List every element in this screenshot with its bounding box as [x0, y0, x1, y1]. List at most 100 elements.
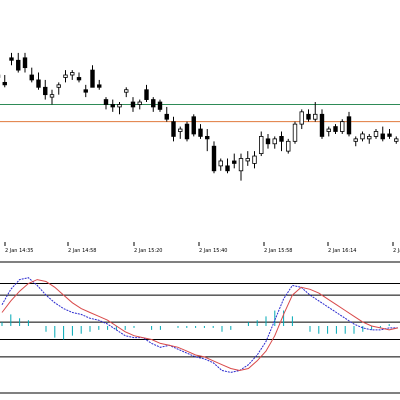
candle-body	[394, 138, 399, 142]
candle	[70, 70, 75, 80]
candle	[394, 136, 399, 144]
candle-body	[205, 136, 210, 140]
candle	[171, 116, 176, 142]
candle-body	[2, 81, 7, 86]
candle-body	[211, 145, 217, 172]
candle-body	[232, 160, 237, 164]
candle-body	[272, 138, 277, 145]
candle-body	[70, 72, 75, 76]
candle	[245, 151, 250, 166]
candle-body	[144, 89, 149, 100]
horizontal-levels	[0, 103, 400, 123]
candle	[346, 111, 352, 137]
candle	[49, 89, 55, 105]
x-tick-label: 2 Jan 14:35	[5, 248, 33, 254]
candle-body	[360, 133, 365, 140]
candle-body	[292, 123, 298, 142]
candle-body	[184, 123, 190, 140]
candle-body	[178, 128, 183, 132]
candle	[151, 97, 156, 112]
candle	[225, 158, 230, 174]
candle	[279, 131, 284, 152]
candle-body	[225, 165, 230, 172]
candle	[117, 102, 122, 115]
candle	[218, 158, 223, 171]
candle	[43, 79, 48, 100]
candle-body	[83, 89, 88, 93]
oscillator-lines	[1, 277, 399, 373]
candle	[76, 72, 82, 83]
candle	[9, 52, 14, 66]
x-tick-label: 2 Jan	[393, 248, 400, 254]
candle	[326, 126, 331, 137]
candle-body	[9, 57, 14, 61]
candle-body	[319, 113, 325, 137]
candle-body	[110, 104, 115, 108]
candle	[178, 126, 183, 139]
oscillator-histogram	[1, 310, 390, 340]
candle	[205, 129, 210, 152]
candle-body	[43, 86, 48, 96]
candle	[272, 136, 277, 149]
candle	[313, 102, 318, 122]
candle-body	[16, 59, 21, 71]
candle	[130, 97, 136, 112]
candle	[90, 65, 95, 88]
candle	[157, 99, 163, 112]
x-tick-label: 2 Jan 16:14	[328, 248, 356, 254]
candle-body	[49, 94, 55, 98]
oscillator-series-line	[1, 277, 398, 373]
candle-body	[36, 79, 41, 88]
candle	[29, 67, 34, 83]
x-tick-label: 2 Jan 14:58	[68, 248, 96, 254]
x-tick-label: 2 Jan 15:40	[199, 248, 227, 254]
candle	[292, 121, 298, 144]
candle	[252, 151, 257, 169]
candle-body	[333, 126, 338, 132]
candle-body	[103, 99, 109, 105]
candle-body	[218, 160, 223, 167]
candle-body	[313, 113, 318, 120]
candle-body	[286, 140, 291, 152]
candlestick-series	[0, 52, 399, 181]
candle	[198, 124, 203, 139]
candle	[16, 52, 21, 73]
candle-body	[137, 101, 142, 105]
x-tick-label: 2 Jan 15:58	[264, 248, 292, 254]
candle-body	[124, 89, 129, 93]
candle	[56, 82, 61, 95]
candle	[319, 109, 325, 139]
candle-body	[164, 113, 169, 120]
candle	[97, 79, 102, 90]
candle	[387, 129, 392, 139]
candle	[124, 87, 129, 98]
candle-body	[245, 158, 250, 162]
candle	[191, 114, 196, 137]
candle-body	[157, 101, 163, 110]
candle	[238, 153, 244, 181]
candle-body	[346, 116, 352, 135]
candle	[232, 153, 237, 169]
candle-body	[353, 138, 358, 142]
candle-body	[130, 101, 136, 108]
candle	[2, 75, 7, 88]
candle	[211, 141, 217, 174]
candle	[259, 131, 264, 157]
candle	[103, 97, 109, 110]
x-axis-ticks: 2 Jan 14:35 2 Jan 14:58 2 Jan 15:20 2 Jan 1…	[4, 242, 400, 254]
candle-body	[76, 77, 82, 81]
candle	[373, 129, 379, 139]
candle-body	[151, 99, 156, 108]
candle	[360, 131, 365, 142]
candle-body	[387, 133, 392, 137]
candle-body	[306, 113, 311, 120]
candle-body	[367, 136, 372, 140]
candle-body	[279, 136, 284, 142]
candle-body	[22, 57, 28, 69]
candle	[110, 99, 115, 112]
candle-body	[380, 133, 385, 140]
candle	[306, 109, 311, 122]
candle	[333, 124, 338, 134]
candle-body	[259, 136, 264, 154]
